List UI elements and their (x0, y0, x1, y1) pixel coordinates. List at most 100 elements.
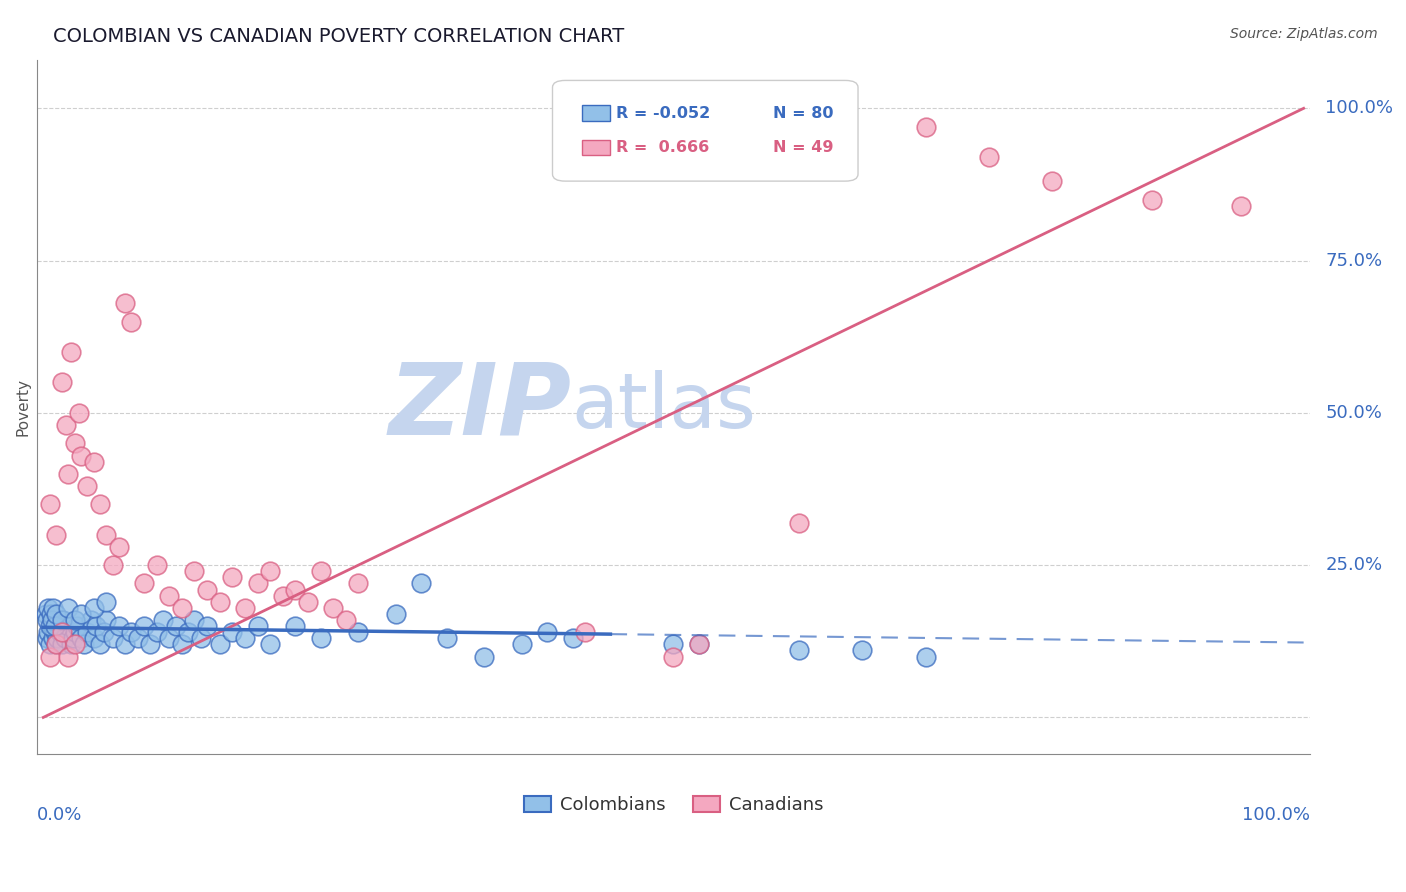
FancyBboxPatch shape (582, 140, 610, 155)
Point (271, 589, 294, 603)
Point (662, 649, 685, 664)
Point (574, 625, 596, 640)
Point (297, 595, 319, 609)
Point (1229, 199, 1251, 213)
Point (284, 619, 307, 633)
Point (45, 637, 67, 651)
Point (51, 613, 73, 627)
Text: N = 49: N = 49 (773, 140, 834, 155)
Point (76, 625, 98, 640)
Point (208, 637, 231, 651)
Point (347, 625, 370, 640)
Text: 0.0%: 0.0% (37, 806, 83, 824)
Point (233, 600, 256, 615)
Point (385, 607, 408, 621)
Point (195, 582, 218, 597)
Point (1142, 193, 1164, 207)
Point (662, 637, 685, 651)
Point (170, 600, 193, 615)
Point (977, 150, 1000, 164)
Y-axis label: Poverty: Poverty (15, 378, 30, 436)
Point (55, 625, 77, 640)
Point (89, 497, 111, 511)
FancyBboxPatch shape (582, 105, 610, 120)
Point (59, 345, 82, 359)
Point (93, 625, 115, 640)
Point (38, 637, 60, 651)
Point (789, 643, 811, 657)
Point (83, 454, 105, 468)
Point (35, 613, 58, 627)
Point (62, 632, 84, 646)
Point (108, 540, 131, 554)
Point (789, 516, 811, 530)
Point (63, 625, 86, 640)
Point (170, 637, 193, 651)
Point (51, 376, 73, 390)
Point (183, 564, 205, 578)
Point (233, 632, 256, 646)
Point (190, 632, 212, 646)
Point (41, 619, 63, 633)
Point (58, 619, 80, 633)
Point (53, 632, 76, 646)
Point (1040, 174, 1063, 188)
Point (96, 595, 118, 609)
Point (510, 637, 533, 651)
Point (80, 613, 103, 627)
Text: 75.0%: 75.0% (1326, 252, 1382, 269)
Point (63, 436, 86, 450)
Point (127, 632, 149, 646)
Text: N = 80: N = 80 (773, 105, 834, 120)
Point (145, 558, 167, 573)
Point (284, 582, 307, 597)
FancyBboxPatch shape (553, 80, 858, 181)
Point (221, 625, 243, 640)
Point (37, 600, 59, 615)
Point (48, 619, 70, 633)
Point (96, 527, 118, 541)
Point (474, 649, 496, 664)
Text: Source: ZipAtlas.com: Source: ZipAtlas.com (1230, 27, 1378, 41)
Point (35, 632, 58, 646)
Point (177, 625, 200, 640)
Point (58, 600, 80, 615)
Point (37, 625, 59, 640)
Point (70, 449, 93, 463)
Point (96, 613, 118, 627)
Point (70, 607, 93, 621)
Point (84, 619, 107, 633)
Point (195, 619, 218, 633)
Point (63, 637, 86, 651)
Point (72, 637, 94, 651)
Point (121, 625, 143, 640)
Point (39, 607, 62, 621)
Point (309, 564, 332, 578)
Point (42, 632, 65, 646)
Point (851, 643, 873, 657)
Point (58, 649, 80, 664)
Point (157, 632, 180, 646)
Point (51, 637, 73, 651)
Point (121, 314, 143, 328)
Point (246, 576, 269, 591)
Point (44, 625, 66, 640)
Point (259, 564, 281, 578)
Point (914, 120, 936, 134)
Point (436, 632, 458, 646)
Point (221, 570, 243, 584)
Point (39, 613, 62, 627)
Point (101, 558, 124, 573)
Point (66, 619, 89, 633)
Point (114, 637, 136, 651)
Text: ZIP: ZIP (388, 359, 572, 455)
Text: COLOMBIAN VS CANADIAN POVERTY CORRELATION CHART: COLOMBIAN VS CANADIAN POVERTY CORRELATIO… (53, 27, 624, 45)
Point (309, 632, 332, 646)
Point (67, 406, 90, 420)
Point (44, 619, 66, 633)
Text: R = -0.052: R = -0.052 (616, 105, 710, 120)
Point (83, 632, 105, 646)
Text: R =  0.666: R = 0.666 (616, 140, 710, 155)
Point (45, 607, 67, 621)
Point (70, 632, 93, 646)
